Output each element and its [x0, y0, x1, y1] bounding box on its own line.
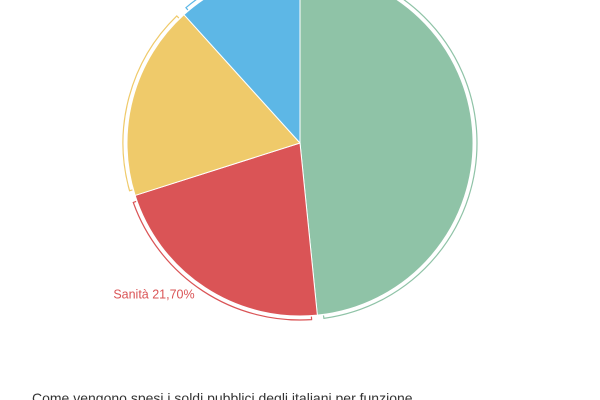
pie-slice-bracket-0 — [322, 0, 478, 320]
pie-labels: Pensioni 48,40%Sanità 21,70% — [113, 287, 194, 301]
pie-slice-label-1: Sanità 21,70% — [113, 287, 194, 301]
pie-slice-2[interactable] — [126, 13, 301, 197]
chart-caption: Come vengono spesi i soldi pubblici degl… — [32, 390, 413, 400]
pie-slice-bracket-2 — [122, 15, 180, 192]
pie-slice-bracket-3 — [185, 0, 197, 11]
pie-slice-0[interactable] — [299, 0, 474, 316]
pie-slice-1[interactable] — [134, 142, 318, 317]
pie-slice-bracket-1 — [132, 200, 313, 321]
pie-slice-3[interactable] — [183, 0, 301, 145]
pie-slices — [122, 0, 478, 321]
